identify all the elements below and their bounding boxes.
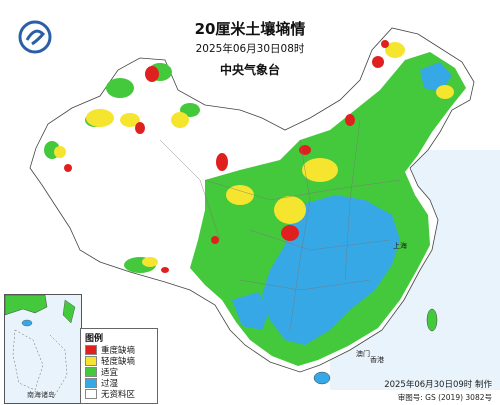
legend-label-slight: 轻度缺墒 xyxy=(101,357,136,367)
cma-logo-icon xyxy=(18,20,52,54)
legend-item-wet: 过湿 xyxy=(85,377,118,389)
wet-patch-ne xyxy=(420,62,452,92)
hainan-island xyxy=(313,371,331,385)
legend-label-severe: 重度缺墒 xyxy=(101,346,136,356)
legend-swatch-slight xyxy=(85,356,97,366)
wet-patch-sw xyxy=(232,292,270,330)
inset-map xyxy=(5,295,81,403)
place-label-hongkong: 香港 xyxy=(370,355,384,364)
legend-label-wet: 过湿 xyxy=(101,379,119,389)
slight-deficit-patches xyxy=(54,42,454,267)
inset-label: 南海诸岛 xyxy=(27,391,55,399)
province-boundaries xyxy=(159,119,401,331)
legend-item-slight: 轻度缺墒 xyxy=(85,355,135,367)
place-label-macau: 澳门 xyxy=(356,349,370,358)
legend-swatch-suitable xyxy=(85,367,97,377)
approval-number: 审图号: GS (2019) 3082号 xyxy=(397,393,492,402)
legend-swatch-severe xyxy=(85,345,97,355)
south-china-sea-inset: 南海诸岛 xyxy=(4,294,82,404)
legend-swatch-wet xyxy=(85,378,97,388)
legend-item-suitable: 适宜 xyxy=(85,366,118,378)
legend-swatch-nodata xyxy=(85,389,97,399)
legend-label-nodata: 无资料区 xyxy=(101,390,136,400)
taiwan-island xyxy=(426,308,438,332)
map-title: 20厘米土壤墒情 xyxy=(194,20,306,38)
severe-deficit-patches xyxy=(64,40,389,273)
legend: 图例 重度缺墒 轻度缺墒 适宜 过湿 无资料区 xyxy=(80,328,158,404)
map-datetime: 2025年06月30日08时 xyxy=(195,43,305,55)
legend-item-nodata: 无资料区 xyxy=(85,388,135,400)
made-time: 2025年06月30日09时 制作 xyxy=(384,380,492,390)
legend-label-suitable: 适宜 xyxy=(101,368,119,378)
legend-title: 图例 xyxy=(85,334,104,344)
place-label-shanghai: 上海 xyxy=(393,241,407,250)
legend-item-severe: 重度缺墒 xyxy=(85,344,135,356)
map-agency: 中央气象台 xyxy=(219,63,280,77)
